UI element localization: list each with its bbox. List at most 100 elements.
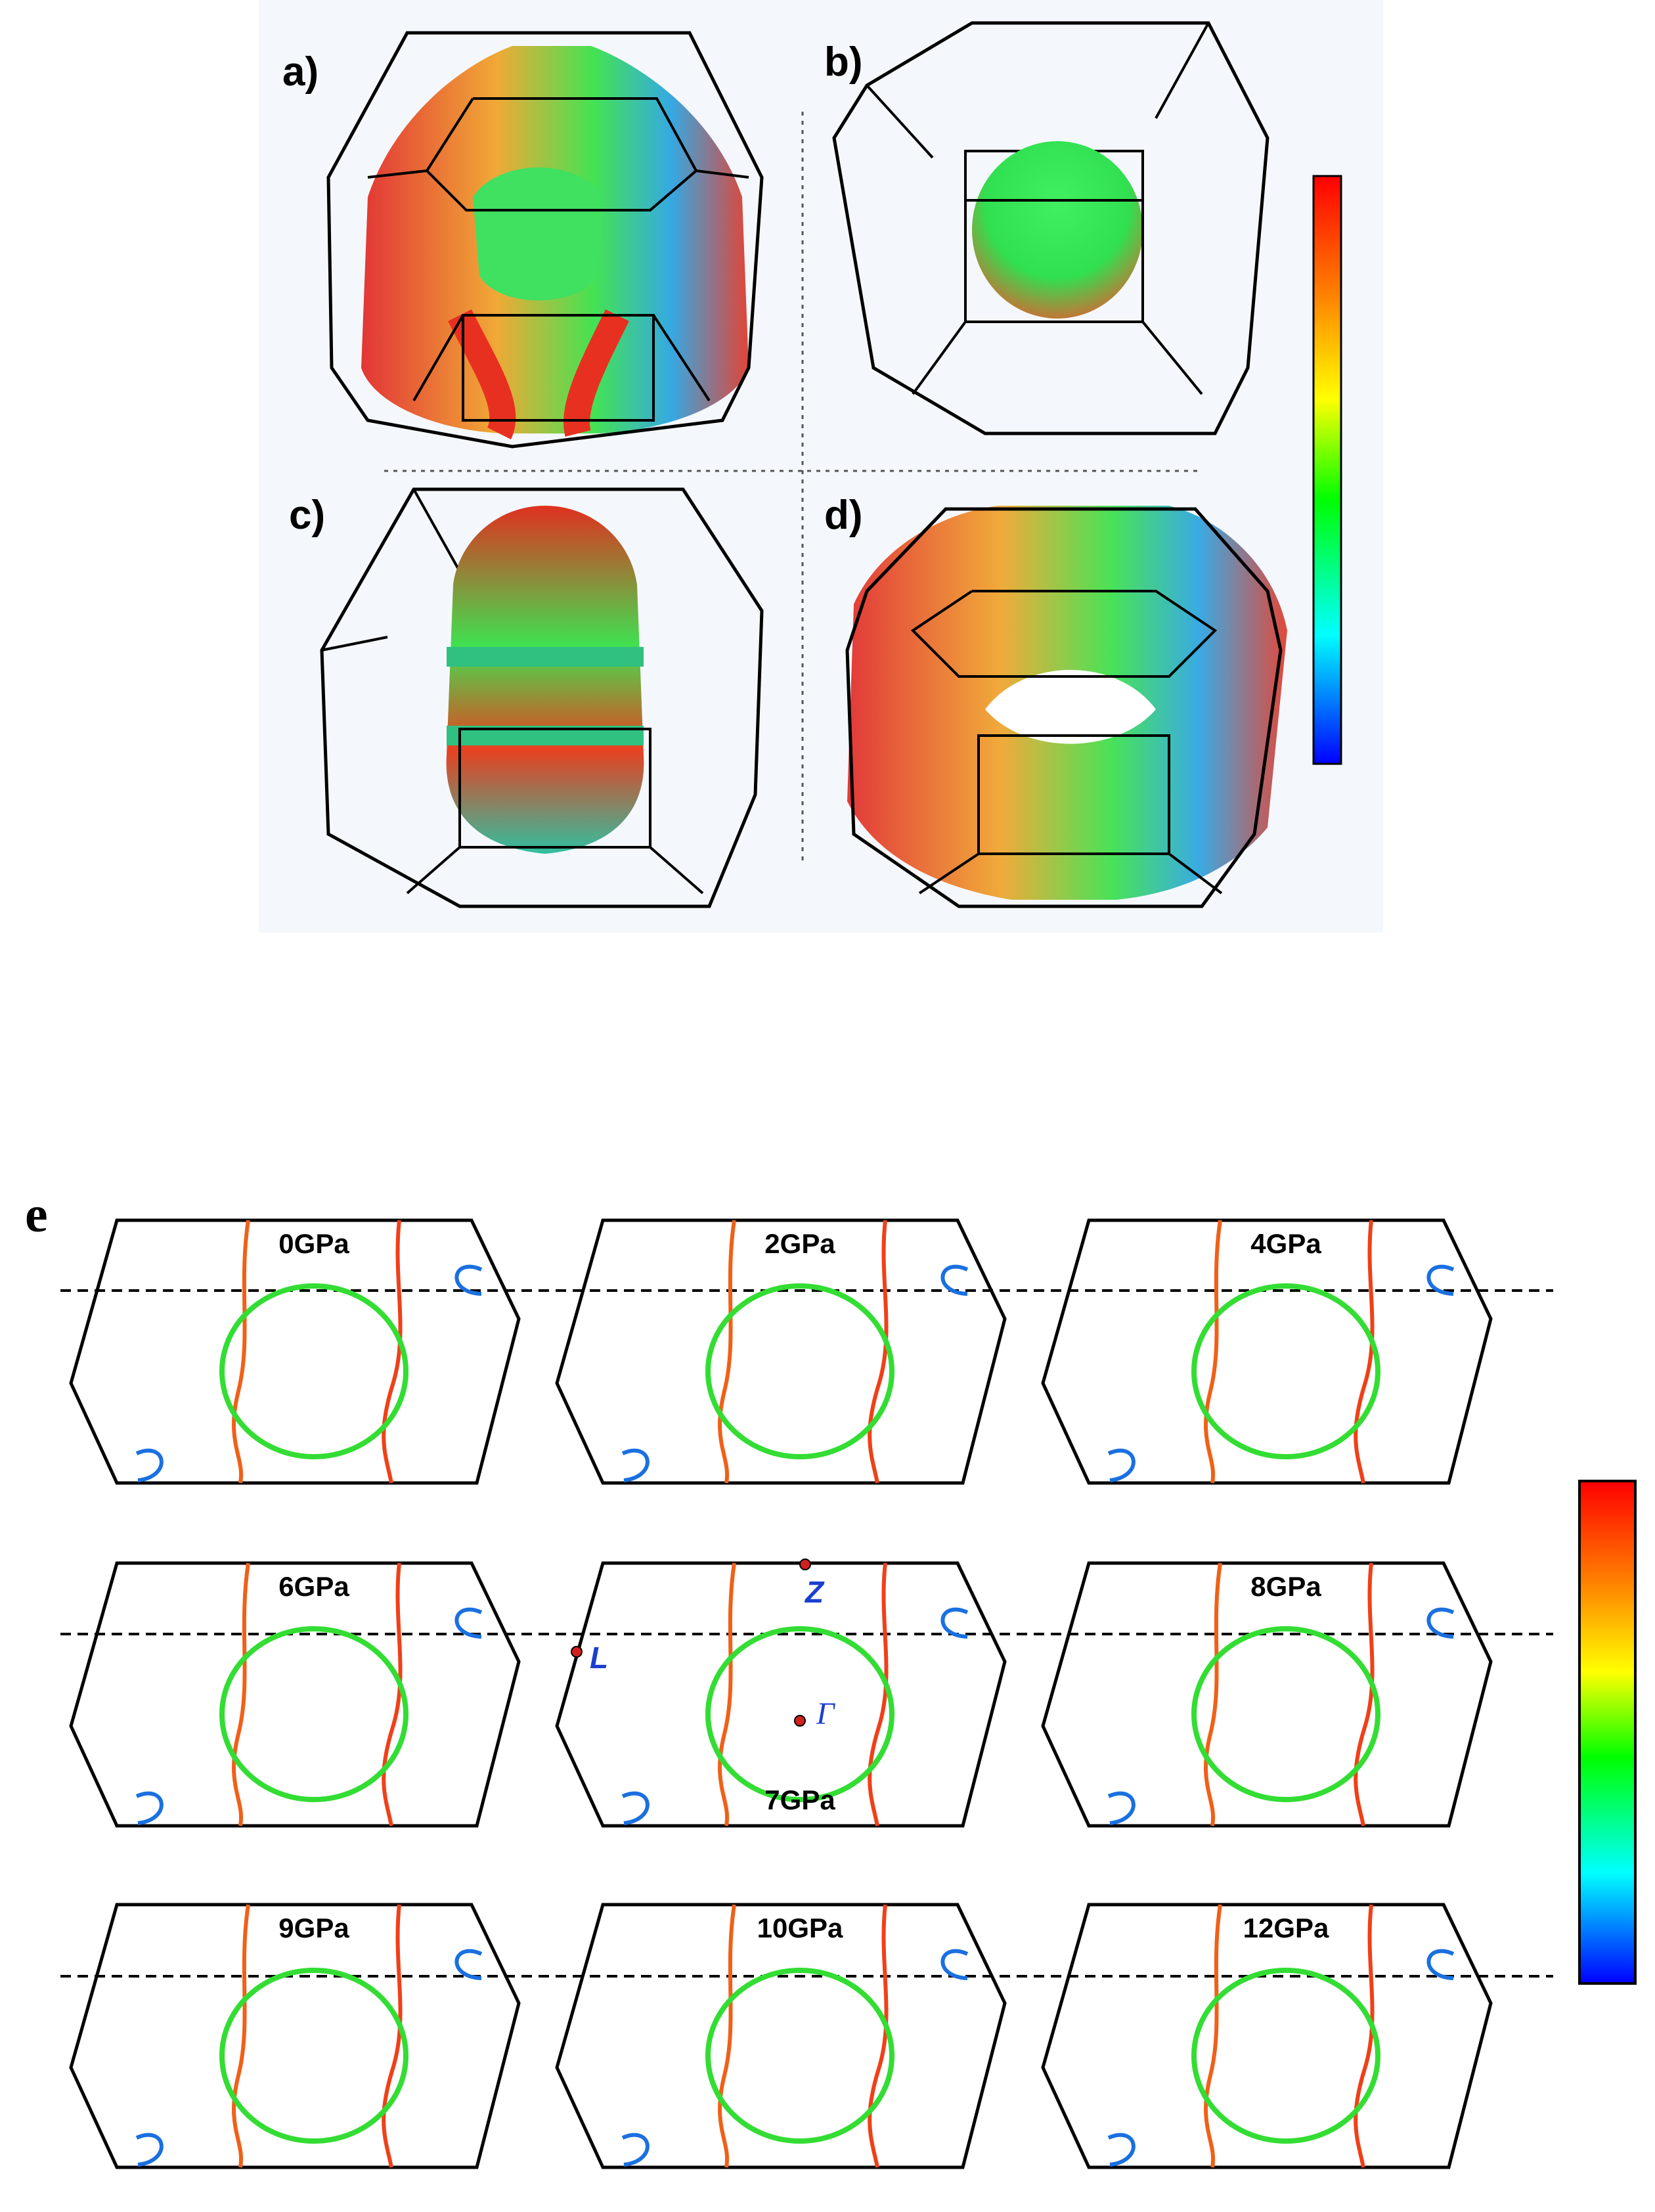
l-point-label: L: [590, 1641, 608, 1675]
open-sheet-right: [1354, 1562, 1375, 1826]
brillouin-zone-d-hex: [977, 734, 1170, 855]
zone-outline: [1041, 1218, 1493, 1485]
pressure-label: 7GPa: [764, 1784, 835, 1815]
l-pocket-upper: [454, 1264, 483, 1296]
pressure-label: 10GPa: [757, 1913, 843, 1943]
pressure-label: 9GPa: [278, 1913, 349, 1943]
fermi-surface-c-bands: [447, 647, 644, 745]
l-pocket-lower: [621, 1448, 650, 1482]
l-pocket-lower: [621, 2133, 650, 2167]
open-sheet-right: [1354, 1220, 1375, 1484]
open-sheet-left: [1204, 1220, 1222, 1484]
pressure-panel-4: 7GPa Z L Γ: [555, 1559, 1007, 1828]
open-sheet-left: [718, 1904, 736, 2168]
central-pocket: [219, 1626, 408, 1802]
zone-outline: [1041, 1903, 1493, 2169]
open-sheet-right: [1354, 1904, 1375, 2168]
l-pocket-lower: [1107, 1791, 1136, 1825]
pressure-panel-1: 2GPa: [555, 1218, 1007, 1485]
pressure-panel-2: 4GPa: [1041, 1218, 1493, 1485]
open-sheet-left: [1204, 1562, 1222, 1826]
open-sheet-right: [382, 1562, 403, 1826]
open-sheet-right: [382, 1904, 403, 2168]
fermi-surface-d-center: [985, 670, 1156, 744]
brillouin-zone-d-inner: [910, 590, 1218, 678]
zone-outline: [555, 1561, 1007, 1828]
pressure-panel-7: 10GPa: [555, 1903, 1007, 2169]
central-pocket: [705, 1968, 894, 2144]
panel-b: b): [824, 21, 1269, 435]
l-pocket-lower: [1107, 2133, 1136, 2167]
open-sheet-left: [232, 1562, 250, 1826]
bz-a-edge-2: [695, 169, 749, 179]
colorbar-bottom: [1578, 1480, 1637, 1985]
brillouin-zone-c: [320, 487, 764, 908]
bz-c-edge-4: [649, 846, 704, 895]
central-pocket: [1191, 1626, 1380, 1802]
pressure-label: 6GPa: [278, 1571, 349, 1602]
bz-d-edge-2: [1168, 852, 1223, 895]
pressure-label: 4GPa: [1250, 1228, 1321, 1259]
central-pocket: [705, 1283, 894, 1459]
brillouin-zone-a: [326, 31, 764, 449]
l-pocket-upper: [1426, 1607, 1455, 1639]
zone-outline: [555, 1218, 1007, 1485]
open-sheet-right: [382, 1220, 403, 1484]
central-pocket: [1191, 1968, 1380, 2144]
zone-outline: [69, 1903, 521, 2169]
l-pocket-lower: [621, 1791, 650, 1825]
zone-outline: [555, 1903, 1007, 2169]
brillouin-zone-c-inner: [458, 728, 651, 849]
brillouin-zone-b: [832, 21, 1269, 435]
open-sheet-left: [232, 1220, 250, 1484]
open-sheet-left: [718, 1220, 736, 1484]
panel-label-d: d): [824, 493, 863, 538]
central-pocket: [1191, 1283, 1380, 1459]
zone-outline: [69, 1218, 521, 1485]
l-pocket-upper: [454, 1607, 483, 1639]
fermi-surface-a-lobes: [448, 309, 629, 439]
brillouin-zone-b-front: [964, 199, 1144, 323]
open-sheet-right: [868, 1562, 889, 1826]
colorbar-top: [1312, 175, 1342, 765]
open-sheet-left: [1204, 1904, 1222, 2168]
gamma-point: [794, 1715, 806, 1727]
central-pocket: [219, 1283, 408, 1459]
pressure-label: 2GPa: [764, 1228, 835, 1259]
pressure-panel-3: 6GPa: [69, 1561, 521, 1828]
fermi-surface-b: [972, 141, 1143, 319]
l-pocket-upper: [454, 1949, 483, 1980]
bz-a-edge-3: [412, 315, 464, 401]
l-pocket-upper: [940, 1607, 969, 1639]
z-point-label: Z: [804, 1575, 825, 1609]
panel-label-e: e: [25, 1185, 48, 1243]
bz-b-edge-4: [1141, 321, 1203, 395]
panel-label-c: c): [289, 493, 325, 538]
open-sheet-right: [868, 1220, 889, 1484]
brillouin-zone-a-hex: [462, 314, 655, 422]
z-point: [799, 1559, 811, 1570]
open-sheet-right: [868, 1904, 889, 2168]
pressure-panel-5: 8GPa: [1041, 1561, 1493, 1828]
bz-a-edge-4: [652, 314, 711, 402]
panel-a: a): [282, 31, 764, 449]
central-pocket: [219, 1968, 408, 2144]
panel-d: d): [824, 493, 1287, 908]
bz-d-edge-1: [918, 852, 980, 895]
bz-b-edge-3: [912, 321, 967, 395]
l-pocket-lower: [135, 1791, 164, 1825]
bz-b-edge-1: [866, 84, 934, 159]
l-pocket-lower: [135, 2133, 164, 2167]
pressure-label: 8GPa: [1250, 1571, 1321, 1602]
bz-c-edge-1: [412, 489, 461, 572]
panel-c: c): [289, 487, 764, 908]
fermi-surface-a-center: [473, 167, 604, 301]
open-sheet-left: [232, 1904, 250, 2168]
zone-outline: [1041, 1561, 1493, 1828]
zone-outline: [69, 1561, 521, 1828]
gamma-point-label: Γ: [816, 1696, 835, 1731]
l-pocket-upper: [940, 1949, 969, 1980]
pressure-panels: 0GPa 2GPa 4GPa 6GPa 7GPa Z L Γ 8GPa 9GPa 10GPa 12GP…: [69, 1218, 1493, 2169]
l-pocket-upper: [940, 1264, 969, 1296]
